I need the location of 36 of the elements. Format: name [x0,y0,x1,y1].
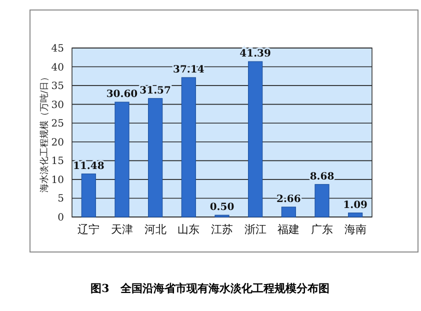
data-label: 31.57 [140,85,172,96]
x-tick-label: 广东 [311,223,333,236]
y-tick-label: 45 [51,44,64,54]
x-tick-label: 福建 [278,223,300,236]
y-tick-label: 25 [51,118,64,130]
bar [314,184,330,218]
data-label: 30.60 [106,89,138,100]
data-label: 41.39 [240,48,272,60]
x-tick-label: 河北 [144,223,166,236]
x-tick-label: 海南 [344,223,366,236]
bar [181,77,196,218]
y-tick-label: 35 [51,81,64,92]
bar [248,61,263,218]
data-label: 1.09 [343,200,368,211]
bar [114,102,130,218]
x-tick-label: 天津 [111,223,133,236]
data-label: 37.14 [173,64,204,76]
y-tick-label: 20 [51,137,64,148]
y-tick-label: 5 [58,194,64,205]
y-tick-label: 0 [58,212,64,224]
data-label: 0.50 [210,202,234,214]
x-tick-label: 江苏 [211,223,233,236]
y-tick-label: 40 [51,62,64,74]
x-tick-label: 山东 [178,223,200,236]
bar [148,98,163,218]
y-tick-label: 30 [51,100,64,111]
bar [81,174,96,218]
x-tick-label: 辽宁 [78,223,100,236]
x-tick-label: 浙江 [244,223,266,236]
data-label: 11.48 [73,160,104,172]
y-axis-title: 海水淡化工程规模（万吨/日） [39,72,50,193]
y-tick-label: 15 [51,156,64,168]
bar [281,206,296,218]
text: 图3 全国沿海省市现有海水淡化工程规模分布图 [90,282,330,295]
bar [348,212,363,218]
y-tick-label: 10 [51,174,64,186]
